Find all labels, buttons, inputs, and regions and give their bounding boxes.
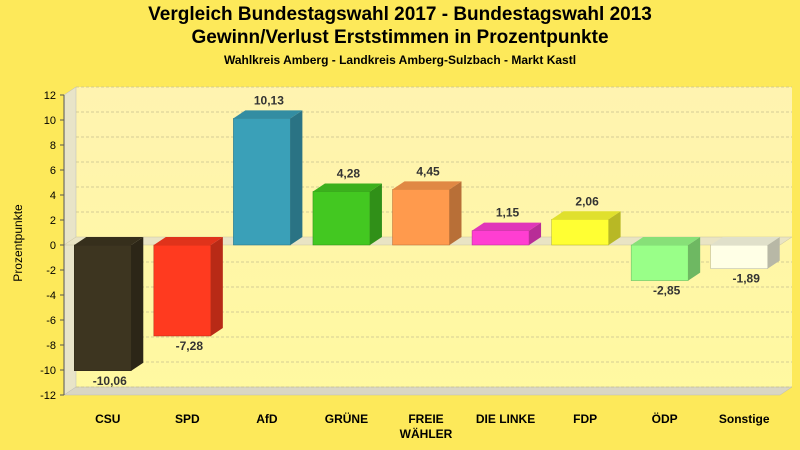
bar — [74, 237, 144, 371]
bar-top — [392, 181, 462, 190]
bar — [233, 110, 303, 246]
bar-top — [312, 183, 382, 192]
value-label: -7,28 — [176, 339, 204, 353]
bar-side — [210, 237, 223, 336]
x-tick-label: FREIE — [408, 412, 443, 426]
x-tick-label: Sonstige — [719, 412, 770, 426]
bar-side — [688, 237, 701, 281]
y-tick-label: -8 — [46, 340, 56, 352]
x-tick-label-line2: WÄHLER — [400, 426, 453, 441]
bar-side — [449, 181, 462, 245]
bar-front — [153, 244, 212, 337]
bar-front — [630, 244, 689, 281]
value-label: -10,06 — [93, 374, 127, 388]
bar — [551, 211, 621, 246]
bar-top — [551, 211, 621, 220]
bar-front — [312, 191, 371, 246]
x-tick-label: FDP — [573, 412, 597, 426]
value-label: 4,45 — [416, 164, 440, 178]
chart-subtitle: Gewinn/Verlust Erststimmen in Prozentpun… — [191, 27, 609, 48]
bar-top — [153, 237, 223, 245]
y-tick-label: -12 — [40, 390, 56, 402]
bar — [153, 237, 223, 337]
y-tick-label: -6 — [46, 315, 56, 327]
y-tick-label: -4 — [46, 290, 56, 302]
y-tick-label: 10 — [44, 115, 56, 127]
bar-top — [233, 110, 303, 119]
x-tick-label: GRÜNE — [325, 411, 368, 426]
bar-top — [710, 237, 780, 245]
bar-front — [233, 118, 291, 246]
x-tick-label: CSU — [95, 412, 120, 426]
y-tick-label: 2 — [50, 215, 56, 227]
bar-front — [74, 244, 132, 371]
bar-top — [472, 222, 542, 231]
x-tick-label: ÖDP — [652, 411, 678, 426]
y-tick-label: 0 — [50, 240, 56, 252]
bar-side — [131, 237, 144, 371]
y-axis-label: Prozentpunkte — [11, 204, 25, 282]
y-tick-label: 6 — [50, 165, 56, 177]
y-tick-label: -2 — [46, 265, 56, 277]
value-label: 4,28 — [337, 167, 361, 181]
bar-top — [74, 237, 144, 245]
bar — [710, 237, 780, 269]
bar — [471, 222, 542, 246]
chart-region-subtitle: Wahlkreis Amberg - Landkreis Amberg-Sulz… — [223, 53, 577, 67]
x-tick-label: AfD — [256, 412, 278, 426]
y-tick-label: -10 — [40, 365, 56, 377]
bar-front — [392, 189, 450, 246]
bar — [392, 181, 462, 246]
chart-title: Vergleich Bundestagswahl 2017 - Bundesta… — [148, 4, 652, 25]
value-label: 2,06 — [575, 194, 599, 208]
x-tick-label: DIE LINKE — [476, 412, 535, 426]
y-tick-label: 12 — [44, 90, 56, 102]
value-label: -1,89 — [733, 272, 761, 286]
bar-side — [608, 211, 621, 245]
value-label: 1,15 — [496, 206, 520, 220]
bar-side — [369, 183, 382, 245]
bar-front — [710, 244, 768, 269]
value-label: -2,85 — [653, 284, 681, 298]
bar — [630, 237, 701, 281]
bar-side — [290, 110, 303, 245]
bar-side — [767, 237, 780, 269]
y-tick-label: 8 — [50, 140, 56, 152]
value-label: 10,13 — [254, 93, 284, 107]
bar-front — [471, 230, 530, 246]
bar-front — [551, 219, 609, 246]
bar — [312, 183, 382, 246]
plot-floor — [63, 386, 793, 396]
x-tick-label: SPD — [175, 412, 200, 426]
y-tick-label: 4 — [50, 190, 56, 202]
bar-side — [529, 222, 542, 245]
bar-top — [631, 237, 701, 245]
